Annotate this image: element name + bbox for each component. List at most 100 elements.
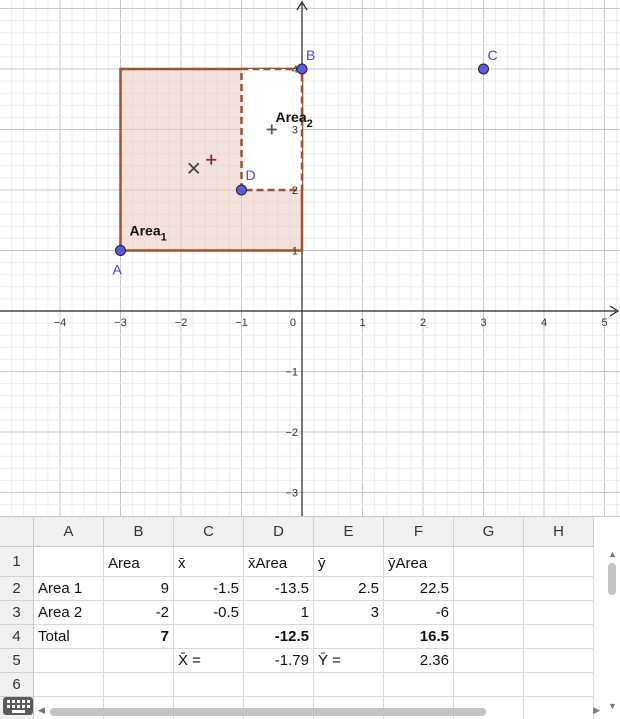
cell-g6[interactable] — [454, 673, 524, 697]
keyboard-key — [17, 700, 20, 703]
row-header-2[interactable]: 2 — [0, 577, 34, 601]
cell-e3[interactable]: 3 — [314, 601, 384, 625]
cell-c1[interactable]: x̄ — [174, 547, 244, 577]
keyboard-key — [17, 705, 20, 708]
cell-c4[interactable] — [174, 625, 244, 649]
x-tick-label: 2 — [420, 317, 426, 329]
cell-f4[interactable]: 16.5 — [384, 625, 454, 649]
horizontal-scrollbar[interactable]: ◀ ▶ — [36, 705, 602, 717]
cell-f5[interactable]: 2.36 — [384, 649, 454, 673]
cell-g7[interactable] — [454, 697, 524, 719]
cell-g5[interactable] — [454, 649, 524, 673]
cell-g2[interactable] — [454, 577, 524, 601]
cell-h2[interactable] — [524, 577, 594, 601]
row-header-3[interactable]: 3 — [0, 601, 34, 625]
cell-d4[interactable]: -12.5 — [244, 625, 314, 649]
cell-f2[interactable]: 22.5 — [384, 577, 454, 601]
point-a[interactable] — [115, 245, 126, 256]
area-label-main: Area — [276, 109, 307, 125]
column-header-g[interactable]: G — [454, 517, 524, 547]
cell-h6[interactable] — [524, 673, 594, 697]
cell-c6[interactable] — [174, 673, 244, 697]
cell-c3[interactable]: -0.5 — [174, 601, 244, 625]
column-header-f[interactable]: F — [384, 517, 454, 547]
column-header-a[interactable]: A — [34, 517, 104, 547]
shapes-layer: Area1 Area 2 — [119, 67, 313, 252]
horizontal-scroll-thumb[interactable] — [50, 708, 486, 716]
point-d[interactable] — [236, 184, 247, 196]
scroll-down-icon[interactable]: ▼ — [608, 701, 617, 711]
cell-e5[interactable]: Ȳ = — [314, 649, 384, 673]
cell-f1[interactable]: ȳArea — [384, 547, 454, 577]
column-header-d[interactable]: D — [244, 517, 314, 547]
point-label-b: B — [306, 47, 315, 63]
composite-centroid-marker — [188, 162, 200, 174]
column-header-b[interactable]: B — [104, 517, 174, 547]
cell-c5[interactable]: X̄ = — [174, 649, 244, 673]
cell-c2[interactable]: -1.5 — [174, 577, 244, 601]
column-header-c[interactable]: C — [174, 517, 244, 547]
row-header-4[interactable]: 4 — [0, 625, 34, 649]
cell-b1[interactable]: Area — [104, 547, 174, 577]
cell-d3[interactable]: 1 — [244, 601, 314, 625]
cell-d5[interactable]: -1.79 — [244, 649, 314, 673]
area1-label: Area1 — [130, 223, 167, 244]
cell-a4[interactable]: Total — [34, 625, 104, 649]
vertical-scrollbar[interactable]: ▲ ▼ — [606, 549, 618, 711]
scroll-up-icon[interactable]: ▲ — [608, 549, 617, 559]
cell-a1[interactable] — [34, 547, 104, 577]
cell-e6[interactable] — [314, 673, 384, 697]
point-c[interactable] — [478, 63, 489, 75]
cell-a5[interactable] — [34, 649, 104, 673]
keyboard-key — [12, 710, 25, 713]
cell-a2[interactable]: Area 1 — [34, 577, 104, 601]
cell-d1[interactable]: x̄Area — [244, 547, 314, 577]
cell-f3[interactable]: -6 — [384, 601, 454, 625]
x-tick-label: 4 — [541, 317, 547, 329]
column-header-e[interactable]: E — [314, 517, 384, 547]
y-tick-label: 2 — [292, 185, 298, 197]
row-header-6[interactable]: 6 — [0, 673, 34, 697]
cell-h4[interactable] — [524, 625, 594, 649]
cell-b5[interactable] — [104, 649, 174, 673]
keyboard-key — [12, 700, 15, 703]
scroll-right-icon[interactable]: ▶ — [593, 705, 600, 715]
keyboard-icon[interactable] — [3, 697, 33, 715]
cell-h1[interactable] — [524, 547, 594, 577]
axes — [0, 0, 620, 516]
cell-g4[interactable] — [454, 625, 524, 649]
cell-e1[interactable]: ȳ — [314, 547, 384, 577]
cell-d2[interactable]: -13.5 — [244, 577, 314, 601]
point-b[interactable] — [296, 63, 308, 75]
cell-b6[interactable] — [104, 673, 174, 697]
vertical-scroll-thumb[interactable] — [608, 563, 616, 595]
row-header-5[interactable]: 5 — [0, 649, 34, 673]
cell-f6[interactable] — [384, 673, 454, 697]
y-tick-label: −3 — [285, 488, 298, 500]
cell-e4[interactable] — [314, 625, 384, 649]
cell-d6[interactable] — [244, 673, 314, 697]
cell-h7[interactable] — [524, 697, 594, 719]
cell-h3[interactable] — [524, 601, 594, 625]
cell-b2[interactable]: 9 — [104, 577, 174, 601]
keyboard-key — [27, 705, 30, 708]
cell-h5[interactable] — [524, 649, 594, 673]
column-header-h[interactable]: H — [524, 517, 594, 547]
cell-g1[interactable] — [454, 547, 524, 577]
cell-a3[interactable]: Area 2 — [34, 601, 104, 625]
sheet-corner — [0, 517, 34, 547]
x-tick-label: 3 — [480, 317, 486, 329]
scroll-left-icon[interactable]: ◀ — [38, 705, 45, 715]
y-tick-label: 4 — [292, 64, 298, 76]
keyboard-key — [22, 700, 25, 703]
row-header-1[interactable]: 1 — [0, 547, 34, 577]
cell-b4[interactable]: 7 — [104, 625, 174, 649]
cell-g3[interactable] — [454, 601, 524, 625]
cell-a6[interactable] — [34, 673, 104, 697]
cell-e2[interactable]: 2.5 — [314, 577, 384, 601]
point-label-c: C — [488, 47, 498, 63]
points-layer[interactable]: A B C D — [113, 47, 498, 278]
cell-b3[interactable]: -2 — [104, 601, 174, 625]
